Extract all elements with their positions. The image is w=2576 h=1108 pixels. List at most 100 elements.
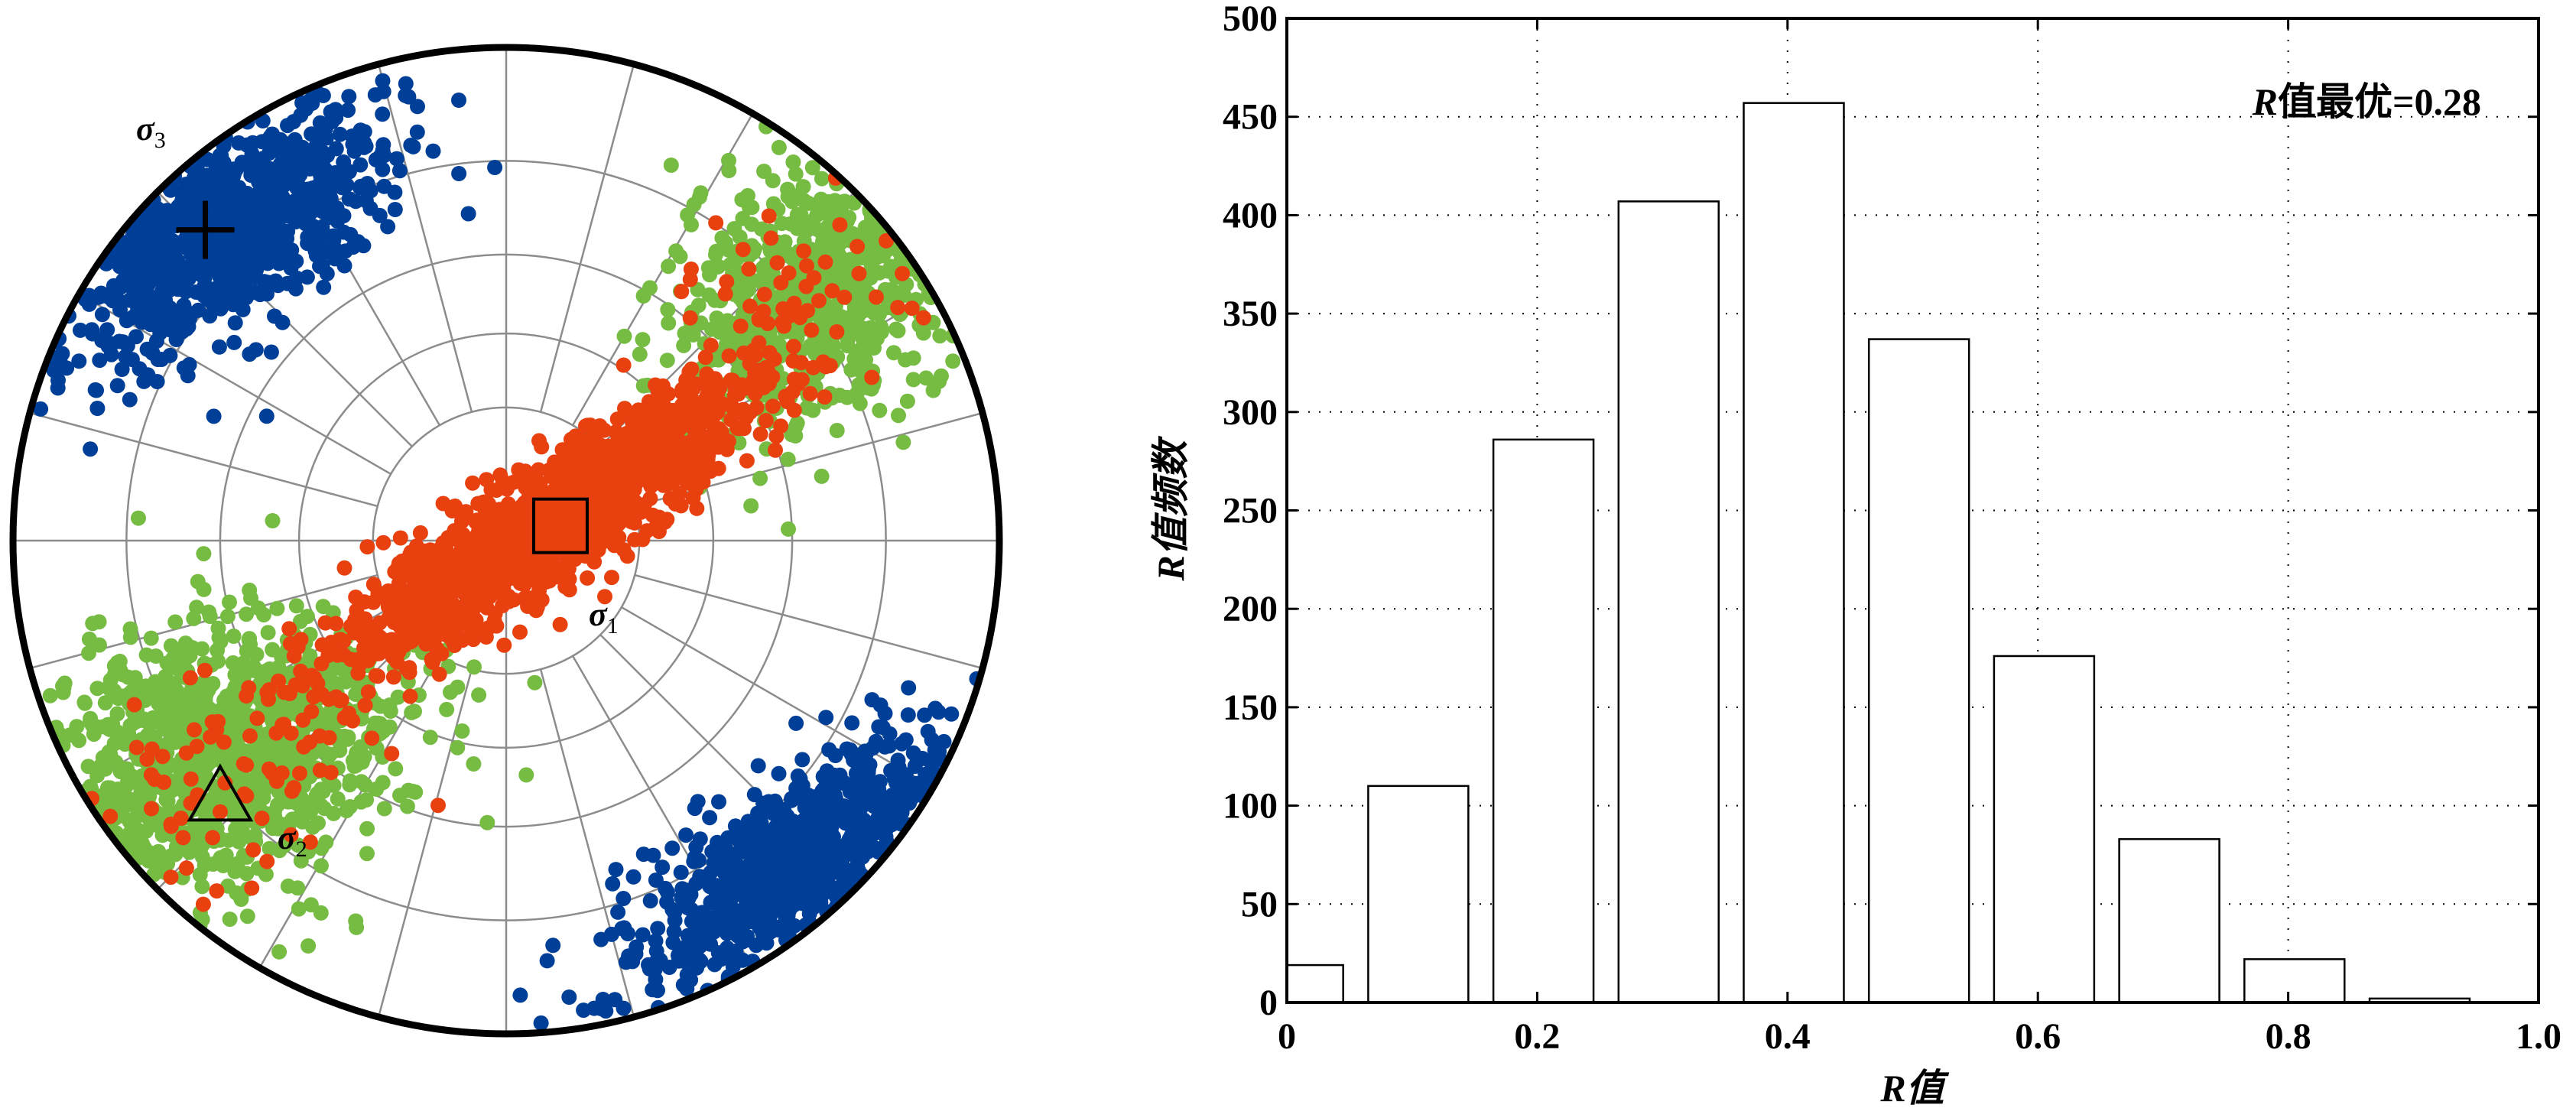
sigma3-point xyxy=(164,262,180,278)
sigma2-point xyxy=(300,938,317,954)
sigma3-point xyxy=(231,180,247,196)
sigma3-point xyxy=(222,284,238,301)
sigma3-point xyxy=(846,752,862,768)
sigma1-point xyxy=(708,215,724,231)
sigma1-point xyxy=(486,612,502,629)
sigma3-point xyxy=(746,787,762,803)
sigma1-point xyxy=(364,730,380,746)
sigma1-point xyxy=(482,511,499,527)
sigma1-point xyxy=(689,442,705,458)
sigma1-point xyxy=(254,811,270,827)
sigma3-point xyxy=(703,936,719,952)
sigma3-point xyxy=(141,304,157,320)
sigma3-point xyxy=(743,874,759,890)
sigma3-point xyxy=(648,943,664,959)
grid-radial-line xyxy=(539,63,635,413)
sigma3-point xyxy=(352,157,369,173)
sigma1-point xyxy=(336,560,352,576)
sigma2-point xyxy=(388,761,404,777)
sigma3-point xyxy=(125,275,141,291)
sigma1-point xyxy=(643,397,659,413)
sigma1-point xyxy=(829,324,845,340)
sigma3-point xyxy=(783,858,799,874)
sigma3-point xyxy=(112,333,128,349)
sigma2-point xyxy=(811,204,827,220)
sigma2-point xyxy=(843,362,859,378)
sigma3-point xyxy=(866,779,882,795)
sigma3-point xyxy=(113,279,129,295)
sigma1-point xyxy=(529,599,545,615)
histogram-bar xyxy=(1867,338,1970,1004)
sigma3-point xyxy=(687,801,703,817)
sigma2-point xyxy=(315,599,331,615)
sigma3-point xyxy=(228,161,244,177)
sigma1-point xyxy=(269,773,284,789)
sigma1-point xyxy=(350,665,366,681)
sigma1-point xyxy=(773,418,789,434)
sigma1-point xyxy=(604,570,619,586)
sigma3-point xyxy=(380,219,396,235)
sigma2-point xyxy=(177,759,193,775)
sigma1-point xyxy=(479,472,495,488)
sigma2-point xyxy=(330,791,346,807)
y-tick-label: 0 xyxy=(1259,983,1278,1023)
sigma2-point xyxy=(145,710,161,726)
sigma3-point xyxy=(684,913,700,929)
sigma3-point xyxy=(227,315,243,331)
sigma1-point xyxy=(662,491,678,507)
sigma1-point xyxy=(655,378,671,394)
sigma1-point xyxy=(519,565,535,581)
sigma3-point xyxy=(856,812,872,828)
sigma2-point xyxy=(291,901,307,917)
histogram-bar xyxy=(1993,655,2096,1004)
grid-radial-line xyxy=(377,63,473,413)
sigma1-point xyxy=(465,475,481,491)
sigma3-point xyxy=(94,307,110,323)
sigma3-point xyxy=(866,824,882,840)
y-axis-label: R值频数 xyxy=(1149,435,1192,581)
sigma1-point xyxy=(385,669,401,685)
sigma1-point xyxy=(659,460,675,476)
sigma1-point xyxy=(832,217,848,232)
x-axis-label: R值 xyxy=(1879,1067,1949,1108)
sigma1-point xyxy=(685,393,701,409)
sigma1-point xyxy=(915,310,931,326)
sigma2-point xyxy=(771,139,787,155)
sigma3-point xyxy=(376,178,392,194)
sigma2-point xyxy=(931,373,947,389)
sigma2-point xyxy=(348,687,364,702)
sigma3-point xyxy=(676,882,692,898)
sigma1-point xyxy=(417,543,434,559)
sigma1-point xyxy=(703,405,719,421)
sigma1-point xyxy=(746,343,762,358)
sigma3-point xyxy=(206,408,222,424)
sigma2-point xyxy=(138,647,154,663)
sigma1-point xyxy=(512,624,528,640)
sigma3-point xyxy=(820,853,835,869)
sigma2-point xyxy=(905,372,921,388)
sigma3-point xyxy=(691,853,707,869)
sigma3-point xyxy=(261,145,278,161)
sigma2-point xyxy=(399,798,415,814)
sigma1-point xyxy=(412,590,428,606)
sigma1-point xyxy=(328,616,344,632)
sigma1-point xyxy=(739,453,755,469)
sigma2-point xyxy=(835,194,851,210)
sigma3-point xyxy=(341,89,357,105)
sigma3-point xyxy=(401,89,417,105)
sigma3-point xyxy=(179,229,195,245)
sigma3-point xyxy=(539,953,555,969)
sigma3-point xyxy=(680,928,696,944)
sigma3-point xyxy=(252,287,268,303)
sigma1-point xyxy=(553,516,569,532)
sigma1-point xyxy=(357,697,373,713)
sigma3-point xyxy=(312,130,328,146)
sigma1-point xyxy=(347,612,363,628)
y-tick-label: 100 xyxy=(1223,786,1278,827)
sigma1-point xyxy=(746,372,762,388)
sigma1-label: σ1 xyxy=(589,596,619,638)
sigma1-point xyxy=(815,354,831,370)
sigma3-point xyxy=(900,781,916,797)
sigma2-point xyxy=(201,604,217,620)
sigma1-point xyxy=(495,598,511,613)
